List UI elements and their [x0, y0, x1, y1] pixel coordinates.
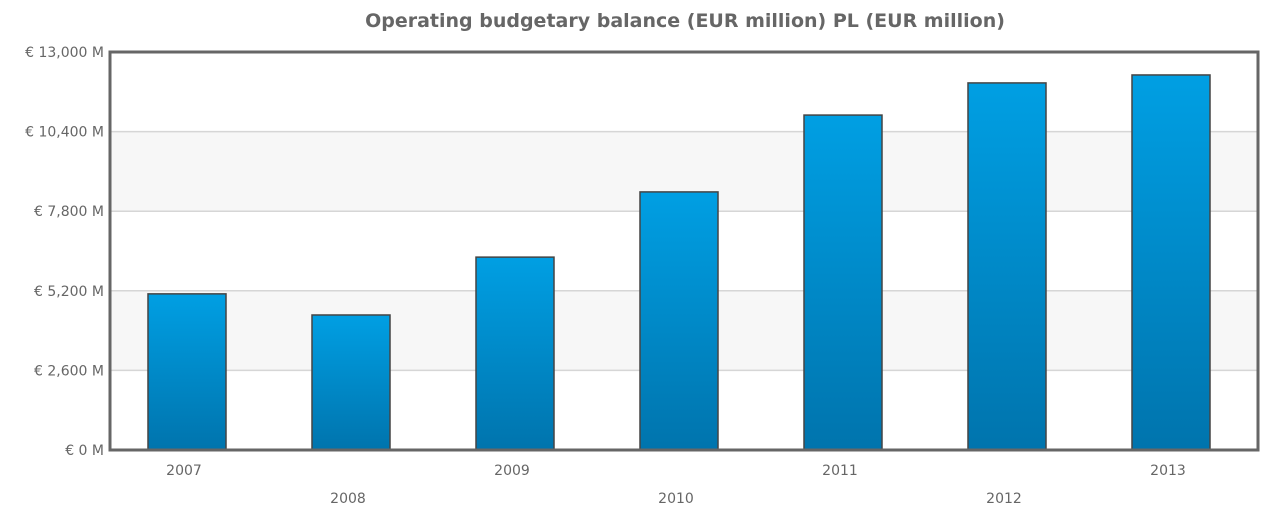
- bar-2008: [311, 314, 391, 451]
- y-tick-label: € 0 M: [65, 443, 104, 459]
- x-tick-label: 2013: [1150, 463, 1186, 479]
- x-tick-label: 2010: [658, 491, 694, 507]
- plot-frame: [108, 50, 1260, 452]
- y-tick-label: € 10,400 M: [25, 125, 104, 141]
- y-tick-label: € 5,200 M: [34, 284, 104, 300]
- x-tick-label: 2008: [330, 491, 366, 507]
- x-tick-label: 2012: [986, 491, 1022, 507]
- bar-2012: [967, 82, 1047, 451]
- bar-2010: [639, 191, 719, 451]
- x-tick-label: 2007: [166, 463, 202, 479]
- bar-2007: [147, 293, 227, 451]
- chart-title: Operating budgetary balance (EUR million…: [365, 10, 1005, 32]
- x-tick-label: 2011: [822, 463, 858, 479]
- bar-2013: [1131, 74, 1211, 451]
- bar-2011: [803, 114, 883, 451]
- x-tick-label: 2009: [494, 463, 530, 479]
- y-tick-label: € 2,600 M: [34, 363, 104, 379]
- bar-2009: [475, 256, 555, 451]
- y-tick-label: € 13,000 M: [25, 45, 104, 61]
- y-tick-label: € 7,800 M: [34, 204, 104, 220]
